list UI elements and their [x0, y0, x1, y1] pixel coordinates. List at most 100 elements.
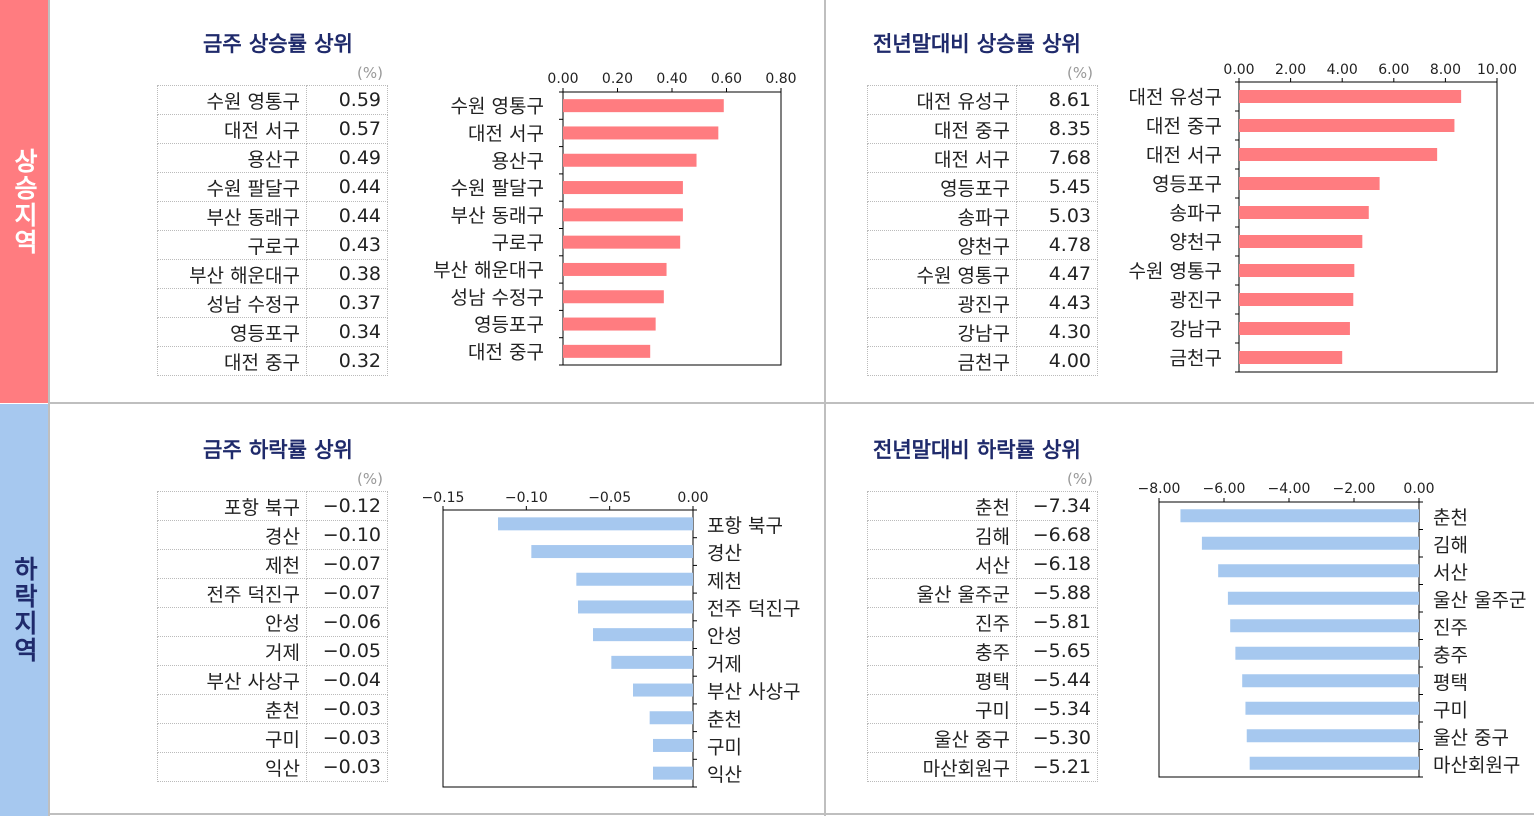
- table-row: 부산 사상구 −0.04: [157, 665, 388, 695]
- category-label: 평택: [1433, 672, 1468, 694]
- region-name: 익산: [157, 752, 307, 782]
- bar: [563, 262, 667, 276]
- middle-divider: [48, 402, 1534, 404]
- rate-value: 4.47: [1016, 259, 1098, 289]
- x-tick-label: 0.80: [765, 71, 796, 87]
- x-tick-label: 0.00: [547, 71, 578, 87]
- table-row: 안성 −0.06: [157, 607, 388, 637]
- region-name: 영등포구: [867, 172, 1017, 202]
- table-row: 전주 덕진구 −0.07: [157, 578, 388, 608]
- category-label: 안성: [707, 626, 742, 648]
- rate-value: 8.61: [1016, 85, 1098, 115]
- table-row: 평택 −5.44: [867, 665, 1098, 695]
- rate-value: 7.68: [1016, 143, 1098, 173]
- rate-value: −0.03: [306, 723, 388, 753]
- bar: [1239, 148, 1438, 161]
- table-row: 대전 중구 0.32: [157, 346, 388, 376]
- x-tick-label: 0.00: [1403, 481, 1434, 497]
- rate-value: −5.44: [1016, 665, 1098, 695]
- table-row: 울산 울주군 −5.88: [867, 578, 1098, 608]
- table-row: 영등포구 0.34: [157, 317, 388, 347]
- table-row: 구로구 0.43: [157, 230, 388, 260]
- bar: [1239, 235, 1363, 248]
- table-row: 구미 −0.03: [157, 723, 388, 753]
- table-row: 수원 영통구 4.47: [867, 259, 1098, 289]
- table-row: 송파구 5.03: [867, 201, 1098, 231]
- rate-value: 0.44: [306, 201, 388, 231]
- region-name: 대전 서구: [867, 143, 1017, 173]
- bar: [653, 766, 693, 780]
- rate-value: 0.44: [306, 172, 388, 202]
- category-label: 구미: [707, 736, 742, 758]
- x-tick-label: −0.05: [588, 490, 631, 506]
- region-name: 영등포구: [157, 317, 307, 347]
- region-name: 양천구: [867, 230, 1017, 260]
- bar: [531, 545, 693, 559]
- rate-value: −5.21: [1016, 752, 1098, 782]
- category-label: 금천구: [1170, 348, 1222, 370]
- x-tick-label: 0.00: [677, 490, 708, 506]
- x-tick-label: 4.00: [1327, 62, 1358, 78]
- region-name: 경산: [157, 520, 307, 550]
- rate-value: 4.78: [1016, 230, 1098, 260]
- rise-region-label: 상승지역: [0, 0, 48, 403]
- bar: [1246, 729, 1419, 743]
- x-tick-label: 0.40: [656, 71, 687, 87]
- table-row: 춘천 −0.03: [157, 694, 388, 724]
- table-row: 용산구 0.49: [157, 143, 388, 173]
- bar: [593, 628, 693, 642]
- region-name: 거제: [157, 636, 307, 666]
- bar: [563, 290, 664, 304]
- x-tick-label: −4.00: [1268, 481, 1311, 497]
- bottom-border: [48, 813, 1534, 815]
- category-label: 춘천: [707, 709, 742, 731]
- table-row: 수원 팔달구 0.44: [157, 172, 388, 202]
- bar: [563, 344, 651, 358]
- region-name: 금천구: [867, 346, 1017, 376]
- region-name: 성남 수정구: [157, 288, 307, 318]
- x-tick-label: −6.00: [1203, 481, 1246, 497]
- bar: [633, 683, 693, 697]
- rate-value: −5.88: [1016, 578, 1098, 608]
- rate-value: 0.57: [306, 114, 388, 144]
- region-name: 수원 팔달구: [157, 172, 307, 202]
- category-label: 포항 북구: [707, 515, 783, 537]
- bar: [1249, 756, 1419, 770]
- category-label: 대전 서구: [468, 123, 544, 145]
- region-name: 강남구: [867, 317, 1017, 347]
- table-row: 거제 −0.05: [157, 636, 388, 666]
- category-label: 영등포구: [474, 314, 544, 336]
- bar: [1239, 177, 1380, 190]
- rate-value: −0.04: [306, 665, 388, 695]
- region-name: 마산회원구: [867, 752, 1017, 782]
- rank-table-ytd-fall: 춘천 −7.34 김해 −6.68 서산 −6.18 울산 울주군 −5.88 진주 −5.81 충…: [867, 491, 1098, 782]
- rate-value: −6.18: [1016, 549, 1098, 579]
- rate-value: −0.07: [306, 549, 388, 579]
- x-tick-label: −0.10: [505, 490, 548, 506]
- category-label: 수원 팔달구: [451, 178, 544, 200]
- region-name: 대전 중구: [867, 114, 1017, 144]
- bar: [611, 655, 693, 669]
- category-label: 충주: [1433, 644, 1468, 666]
- table-row: 광진구 4.43: [867, 288, 1098, 318]
- bar: [563, 235, 681, 249]
- table-row: 제천 −0.07: [157, 549, 388, 579]
- category-label: 대전 유성구: [1129, 87, 1222, 109]
- panel-title-ytd-fall: 전년말대비 하락률 상위: [873, 438, 1081, 462]
- x-tick-label: 10.00: [1477, 62, 1517, 78]
- x-tick-label: 6.00: [1378, 62, 1409, 78]
- x-tick-label: 0.60: [711, 71, 742, 87]
- table-row: 부산 해운대구 0.38: [157, 259, 388, 289]
- category-label: 거제: [707, 653, 742, 675]
- region-name: 송파구: [867, 201, 1017, 231]
- table-row: 대전 서구 7.68: [867, 143, 1098, 173]
- category-label: 경산: [707, 543, 742, 565]
- category-label: 광진구: [1170, 290, 1222, 312]
- bar: [563, 153, 697, 167]
- category-label: 용산구: [492, 150, 544, 172]
- region-name: 춘천: [157, 694, 307, 724]
- bar: [1239, 293, 1354, 306]
